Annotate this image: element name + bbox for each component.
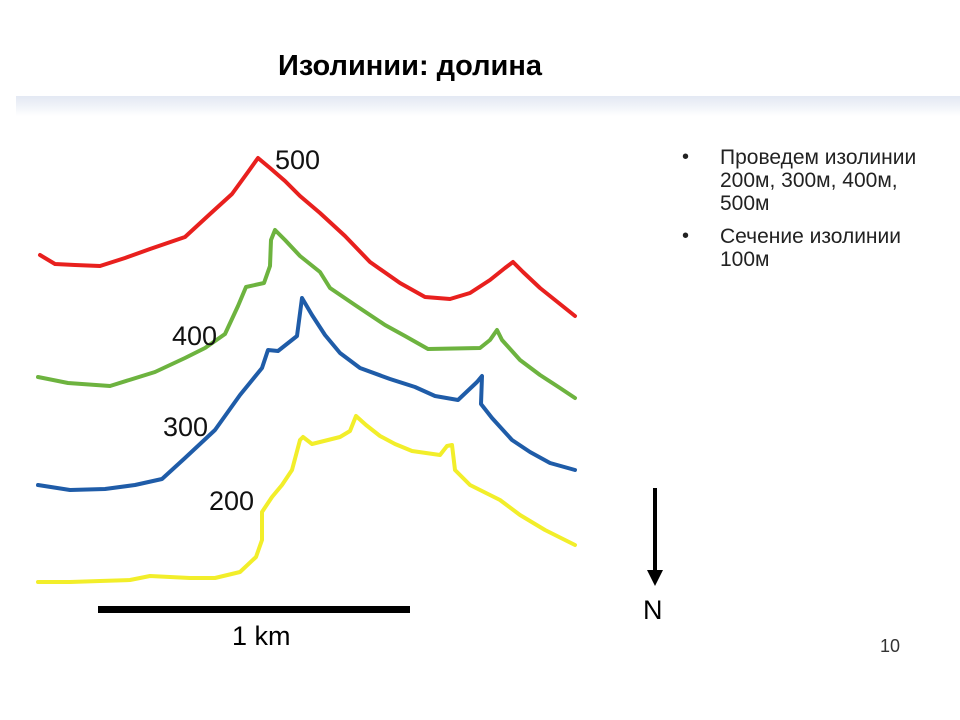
bullet-dot-icon: •	[682, 225, 690, 247]
contour-label-400: 400	[172, 321, 218, 351]
bullet-item: • Сечение изолинии 100м	[680, 225, 950, 271]
contour-line-500	[38, 156, 577, 318]
bullet-dot-icon: •	[682, 146, 690, 168]
contour-label-300: 300	[163, 412, 209, 442]
title-underline-band	[16, 96, 960, 116]
scale-bar	[98, 606, 410, 613]
contour-label-200: 200	[209, 486, 255, 516]
bullet-list: • Проведем изолинии 200м, 300м, 400м, 50…	[680, 146, 950, 281]
contour-line-300	[36, 296, 577, 492]
contour-label-500: 500	[275, 145, 321, 175]
north-arrow-head	[647, 570, 663, 586]
page-number: 10	[880, 636, 901, 656]
scale-label: 1 km	[232, 621, 291, 651]
bullet-text: Проведем изолинии 200м, 300м, 400м, 500м	[720, 146, 917, 215]
contour-line-200	[36, 414, 577, 584]
bullet-text: Сечение изолинии 100м	[720, 225, 901, 271]
bullet-item: • Проведем изолинии 200м, 300м, 400м, 50…	[680, 146, 950, 215]
contour-line-400	[36, 228, 577, 400]
north-label: N	[643, 595, 663, 625]
slide-title: Изолинии: долина	[278, 50, 542, 82]
